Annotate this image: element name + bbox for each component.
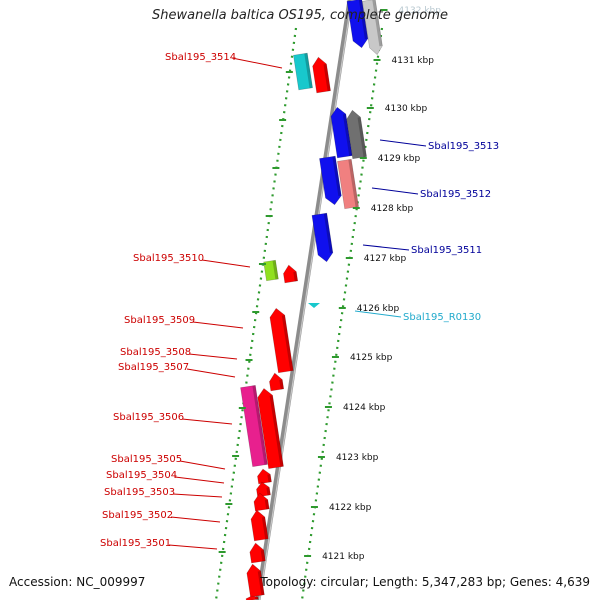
gene-block-3514-cyan-shade <box>304 53 313 89</box>
ruler-tick-label: 4132 kbp <box>399 6 442 16</box>
backbone-line <box>255 0 353 601</box>
gene-label-right: Sbal195_R0130 <box>403 312 481 323</box>
gene-block-3510-lime-shade <box>272 260 279 280</box>
ruler-tick-label: 4130 kbp <box>385 104 428 114</box>
genome-backbone <box>255 0 353 601</box>
gene-arrow-3509-shade <box>281 315 294 371</box>
gene-block-3506-pink <box>240 384 268 468</box>
gene-block-3512 <box>337 158 359 210</box>
gene-arrow-3511 <box>311 212 334 263</box>
gene-features <box>240 0 383 602</box>
gene-arrow-edge-shade <box>254 596 259 600</box>
ruler-tick-label: 4131 kbp <box>392 56 435 66</box>
gene-leader-line <box>371 187 419 195</box>
gene-block-3514-cyan <box>293 52 313 91</box>
gene-arrow-lightgray <box>362 0 383 56</box>
gene-arrow-3504 <box>256 481 271 498</box>
gene-leader-line <box>188 353 238 360</box>
gene-leader-line <box>170 516 221 523</box>
ruler-tick-label: 4127 kbp <box>364 254 407 264</box>
gene-label-left: Sbal195_3514 <box>165 52 236 63</box>
gene-arrow-3511-shade <box>323 213 333 254</box>
gene-arrow-3502 <box>250 509 269 542</box>
gene-leader-line <box>168 544 218 550</box>
gene-block-3506-pink-shade <box>252 385 268 465</box>
gene-arrow-3509 <box>269 307 294 374</box>
gene-arrow-3504-shade <box>266 487 271 496</box>
gene-label-left: Sbal195_3506 <box>113 412 184 423</box>
gene-label-left: Sbal195_3504 <box>106 470 177 481</box>
gene-arrow-3503 <box>253 492 270 512</box>
gene-marker-R0130 <box>308 303 320 308</box>
guide-line-left <box>214 27 298 601</box>
gene-arrow-3510-shade <box>293 271 298 282</box>
gene-arrow-3506-shade <box>269 395 284 467</box>
gene-arrow-3505 <box>257 468 272 485</box>
gene-arrow-3506 <box>257 388 284 470</box>
ruler-tick-label: 4123 kbp <box>336 453 379 463</box>
gene-leader-line <box>174 476 225 484</box>
ruler-tick-label: 4124 kbp <box>343 403 386 413</box>
gene-block-3510-lime <box>263 259 279 282</box>
gene-label-right: Sbal195_3512 <box>420 189 491 200</box>
gene-label-left: Sbal195_3510 <box>133 253 204 264</box>
gene-labels: Sbal195_3514 Sbal195_3510 Sbal195_3509 Sbal… <box>100 52 499 550</box>
gene-arrow-3514 <box>312 56 331 94</box>
ruler-tick-label: 4129 kbp <box>378 154 421 164</box>
gene-leader-line <box>354 310 402 318</box>
gene-arrow-3502-shade <box>261 517 269 540</box>
gene-arrow-3513-blue <box>330 106 353 159</box>
gene-leader-line <box>379 139 427 147</box>
gene-arrow-3513-blue-shade <box>342 114 353 157</box>
gene-leader-line <box>181 418 233 425</box>
gene-label-left: Sbal195_3507 <box>118 362 189 373</box>
topology-text: Topology: circular; Length: 5,347,283 bp… <box>260 575 590 589</box>
ruler-tick-label: 4122 kbp <box>329 503 372 513</box>
gene-label-left: Sbal195_3501 <box>100 538 171 549</box>
guide-line-right <box>300 27 384 601</box>
gene-arrow-3508 <box>269 372 285 392</box>
gene-label-right: Sbal195_3513 <box>428 141 499 152</box>
gene-label-left: Sbal195_3509 <box>124 315 195 326</box>
gene-label-left: Sbal195_3505 <box>111 454 182 465</box>
backbone-highlight <box>258 0 353 601</box>
gene-arrow-3515-shade <box>358 0 368 40</box>
gene-arrow-3513-gray-shade <box>357 117 367 158</box>
gene-arrow-3510 <box>283 264 299 284</box>
gene-arrow-3515 <box>346 0 369 49</box>
gene-arrow-3505-shade <box>267 474 272 483</box>
gene-arrow-3512-blue-shade <box>332 156 342 197</box>
gene-arrow-3501-shade <box>260 549 266 562</box>
gene-arrow-3508-shade <box>279 379 284 390</box>
gene-leader-line <box>186 368 236 378</box>
gene-arrow-3503-shade <box>264 499 270 510</box>
gene-label-left: Sbal195_3508 <box>120 347 191 358</box>
gene-leader-line <box>201 259 251 268</box>
gene-leader-line <box>192 321 244 329</box>
gene-arrow-3501 <box>249 542 266 564</box>
gene-leader-line <box>362 244 410 251</box>
ruler-tick-label: 4125 kbp <box>350 353 393 363</box>
gene-label-right: Sbal195_3511 <box>411 245 482 256</box>
gene-label-left: Sbal195_3502 <box>102 510 173 521</box>
gene-arrow-3500 <box>246 563 265 598</box>
gene-arrow-3500-shade <box>257 571 265 596</box>
gene-arrow-3512-blue <box>319 155 342 206</box>
ruler-tick-label: 4121 kbp <box>322 552 365 562</box>
gene-block-3512-shade <box>348 159 359 208</box>
ruler-ticks: 4132 kbp 4131 kbp 4130 kbp 4129 kbp 4128 kbp… <box>218 6 442 562</box>
map-title: Shewanella baltica OS195, complete genom… <box>152 8 448 23</box>
gene-label-left: Sbal195_3503 <box>104 487 175 498</box>
gene-leader-line <box>179 460 226 470</box>
accession-text: Accession: NC_009997 <box>9 575 146 589</box>
gene-arrow-3514-shade <box>323 64 331 92</box>
ruler-tick-label: 4126 kbp <box>357 304 400 314</box>
ruler-tick-label: 4128 kbp <box>371 204 414 214</box>
dotted-guides <box>214 27 384 601</box>
gene-leader-line <box>172 493 223 498</box>
gene-arrow-lightgray-shade <box>372 0 383 47</box>
gene-leader-line <box>231 57 283 69</box>
